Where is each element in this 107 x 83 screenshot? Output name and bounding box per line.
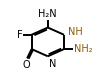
Text: NH: NH [68, 27, 83, 37]
Text: O: O [22, 60, 30, 70]
Text: N: N [49, 59, 57, 69]
Text: F: F [17, 30, 22, 40]
Text: NH₂: NH₂ [74, 44, 93, 54]
Text: H₂N: H₂N [39, 9, 57, 19]
